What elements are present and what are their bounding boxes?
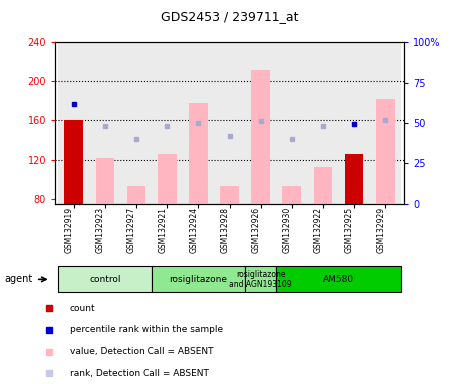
Text: rosiglitazone: rosiglitazone bbox=[169, 275, 227, 284]
Text: rosiglitazone
and AGN193109: rosiglitazone and AGN193109 bbox=[230, 270, 292, 289]
Bar bbox=[127, 186, 146, 204]
Text: percentile rank within the sample: percentile rank within the sample bbox=[70, 326, 223, 334]
Bar bbox=[376, 99, 395, 204]
Text: GSM132925: GSM132925 bbox=[345, 207, 354, 253]
Bar bbox=[58, 42, 90, 204]
Text: GSM132930: GSM132930 bbox=[283, 207, 292, 253]
Text: GSM132928: GSM132928 bbox=[220, 207, 230, 253]
Text: agent: agent bbox=[5, 274, 33, 285]
Text: rank, Detection Call = ABSENT: rank, Detection Call = ABSENT bbox=[70, 369, 209, 378]
Bar bbox=[183, 42, 214, 204]
Bar bbox=[252, 70, 270, 204]
Bar bbox=[58, 266, 151, 292]
Text: GSM132927: GSM132927 bbox=[127, 207, 136, 253]
Bar bbox=[245, 266, 276, 292]
Text: GSM132923: GSM132923 bbox=[96, 207, 105, 253]
Bar bbox=[345, 154, 364, 204]
Bar bbox=[214, 42, 245, 204]
Text: GDS2453 / 239711_at: GDS2453 / 239711_at bbox=[161, 10, 298, 23]
Text: value, Detection Call = ABSENT: value, Detection Call = ABSENT bbox=[70, 347, 213, 356]
Bar bbox=[189, 103, 208, 204]
Text: control: control bbox=[89, 275, 121, 284]
Bar bbox=[369, 42, 401, 204]
Bar bbox=[95, 157, 114, 204]
Text: GSM132929: GSM132929 bbox=[376, 207, 385, 253]
Text: GSM132926: GSM132926 bbox=[252, 207, 261, 253]
Bar bbox=[276, 266, 401, 292]
Bar bbox=[151, 266, 245, 292]
Text: GSM132922: GSM132922 bbox=[314, 207, 323, 253]
Text: count: count bbox=[70, 304, 95, 313]
Text: AM580: AM580 bbox=[323, 275, 354, 284]
Bar bbox=[151, 42, 183, 204]
Text: GSM132919: GSM132919 bbox=[65, 207, 74, 253]
Bar bbox=[64, 121, 83, 204]
Bar bbox=[282, 186, 301, 204]
Bar bbox=[121, 42, 151, 204]
Bar bbox=[308, 42, 339, 204]
Bar bbox=[276, 42, 308, 204]
Bar bbox=[245, 42, 276, 204]
Text: GSM132921: GSM132921 bbox=[158, 207, 167, 253]
Bar bbox=[339, 42, 369, 204]
Text: GSM132924: GSM132924 bbox=[190, 207, 198, 253]
Bar bbox=[158, 154, 177, 204]
Bar bbox=[90, 42, 121, 204]
Bar bbox=[220, 186, 239, 204]
Bar bbox=[313, 167, 332, 204]
